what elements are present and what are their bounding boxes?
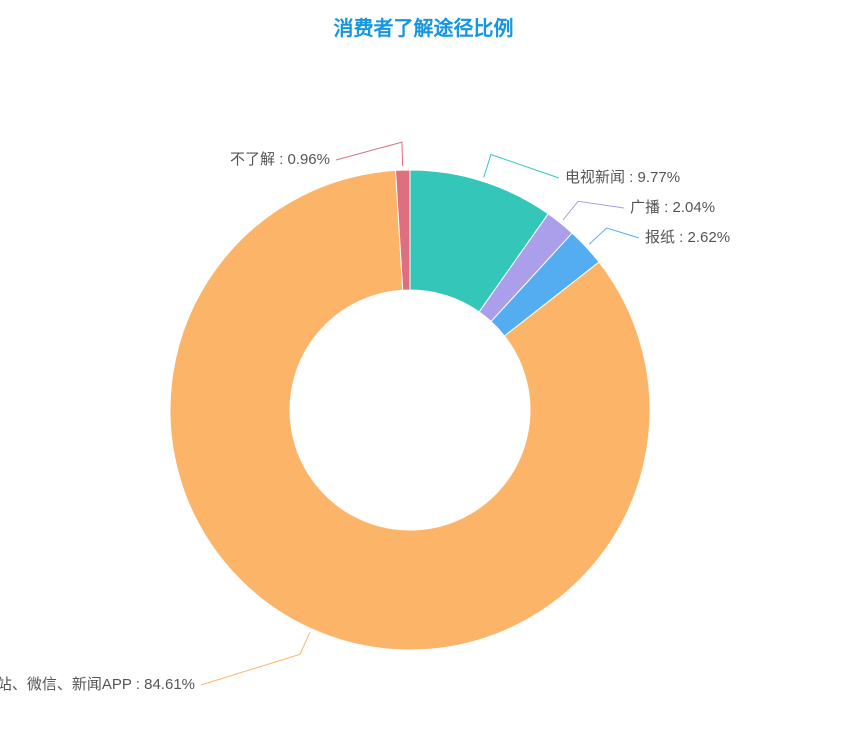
donut-chart-container: 消费者了解途径比例 电视新闻 : 9.77%广播 : 2.04%报纸 : 2.6… xyxy=(0,0,847,731)
leader-line xyxy=(589,228,639,244)
slice-label: 电视新闻 : 9.77% xyxy=(565,169,680,186)
slice-label: 报纸 : 2.62% xyxy=(645,229,730,246)
leader-line xyxy=(563,201,624,220)
leader-line xyxy=(336,142,403,166)
slice-label: 网站、微信、新闻APP : 84.61% xyxy=(0,676,195,693)
slice-label: 不了解 : 0.96% xyxy=(230,151,330,168)
leader-line xyxy=(201,632,310,685)
slice-label: 广播 : 2.04% xyxy=(630,199,715,216)
leader-line xyxy=(484,155,559,178)
donut-chart-svg: 电视新闻 : 9.77% 广播 : 2.04% 报纸 : 2.62% 网站、微信、新闻… xyxy=(0,0,847,731)
